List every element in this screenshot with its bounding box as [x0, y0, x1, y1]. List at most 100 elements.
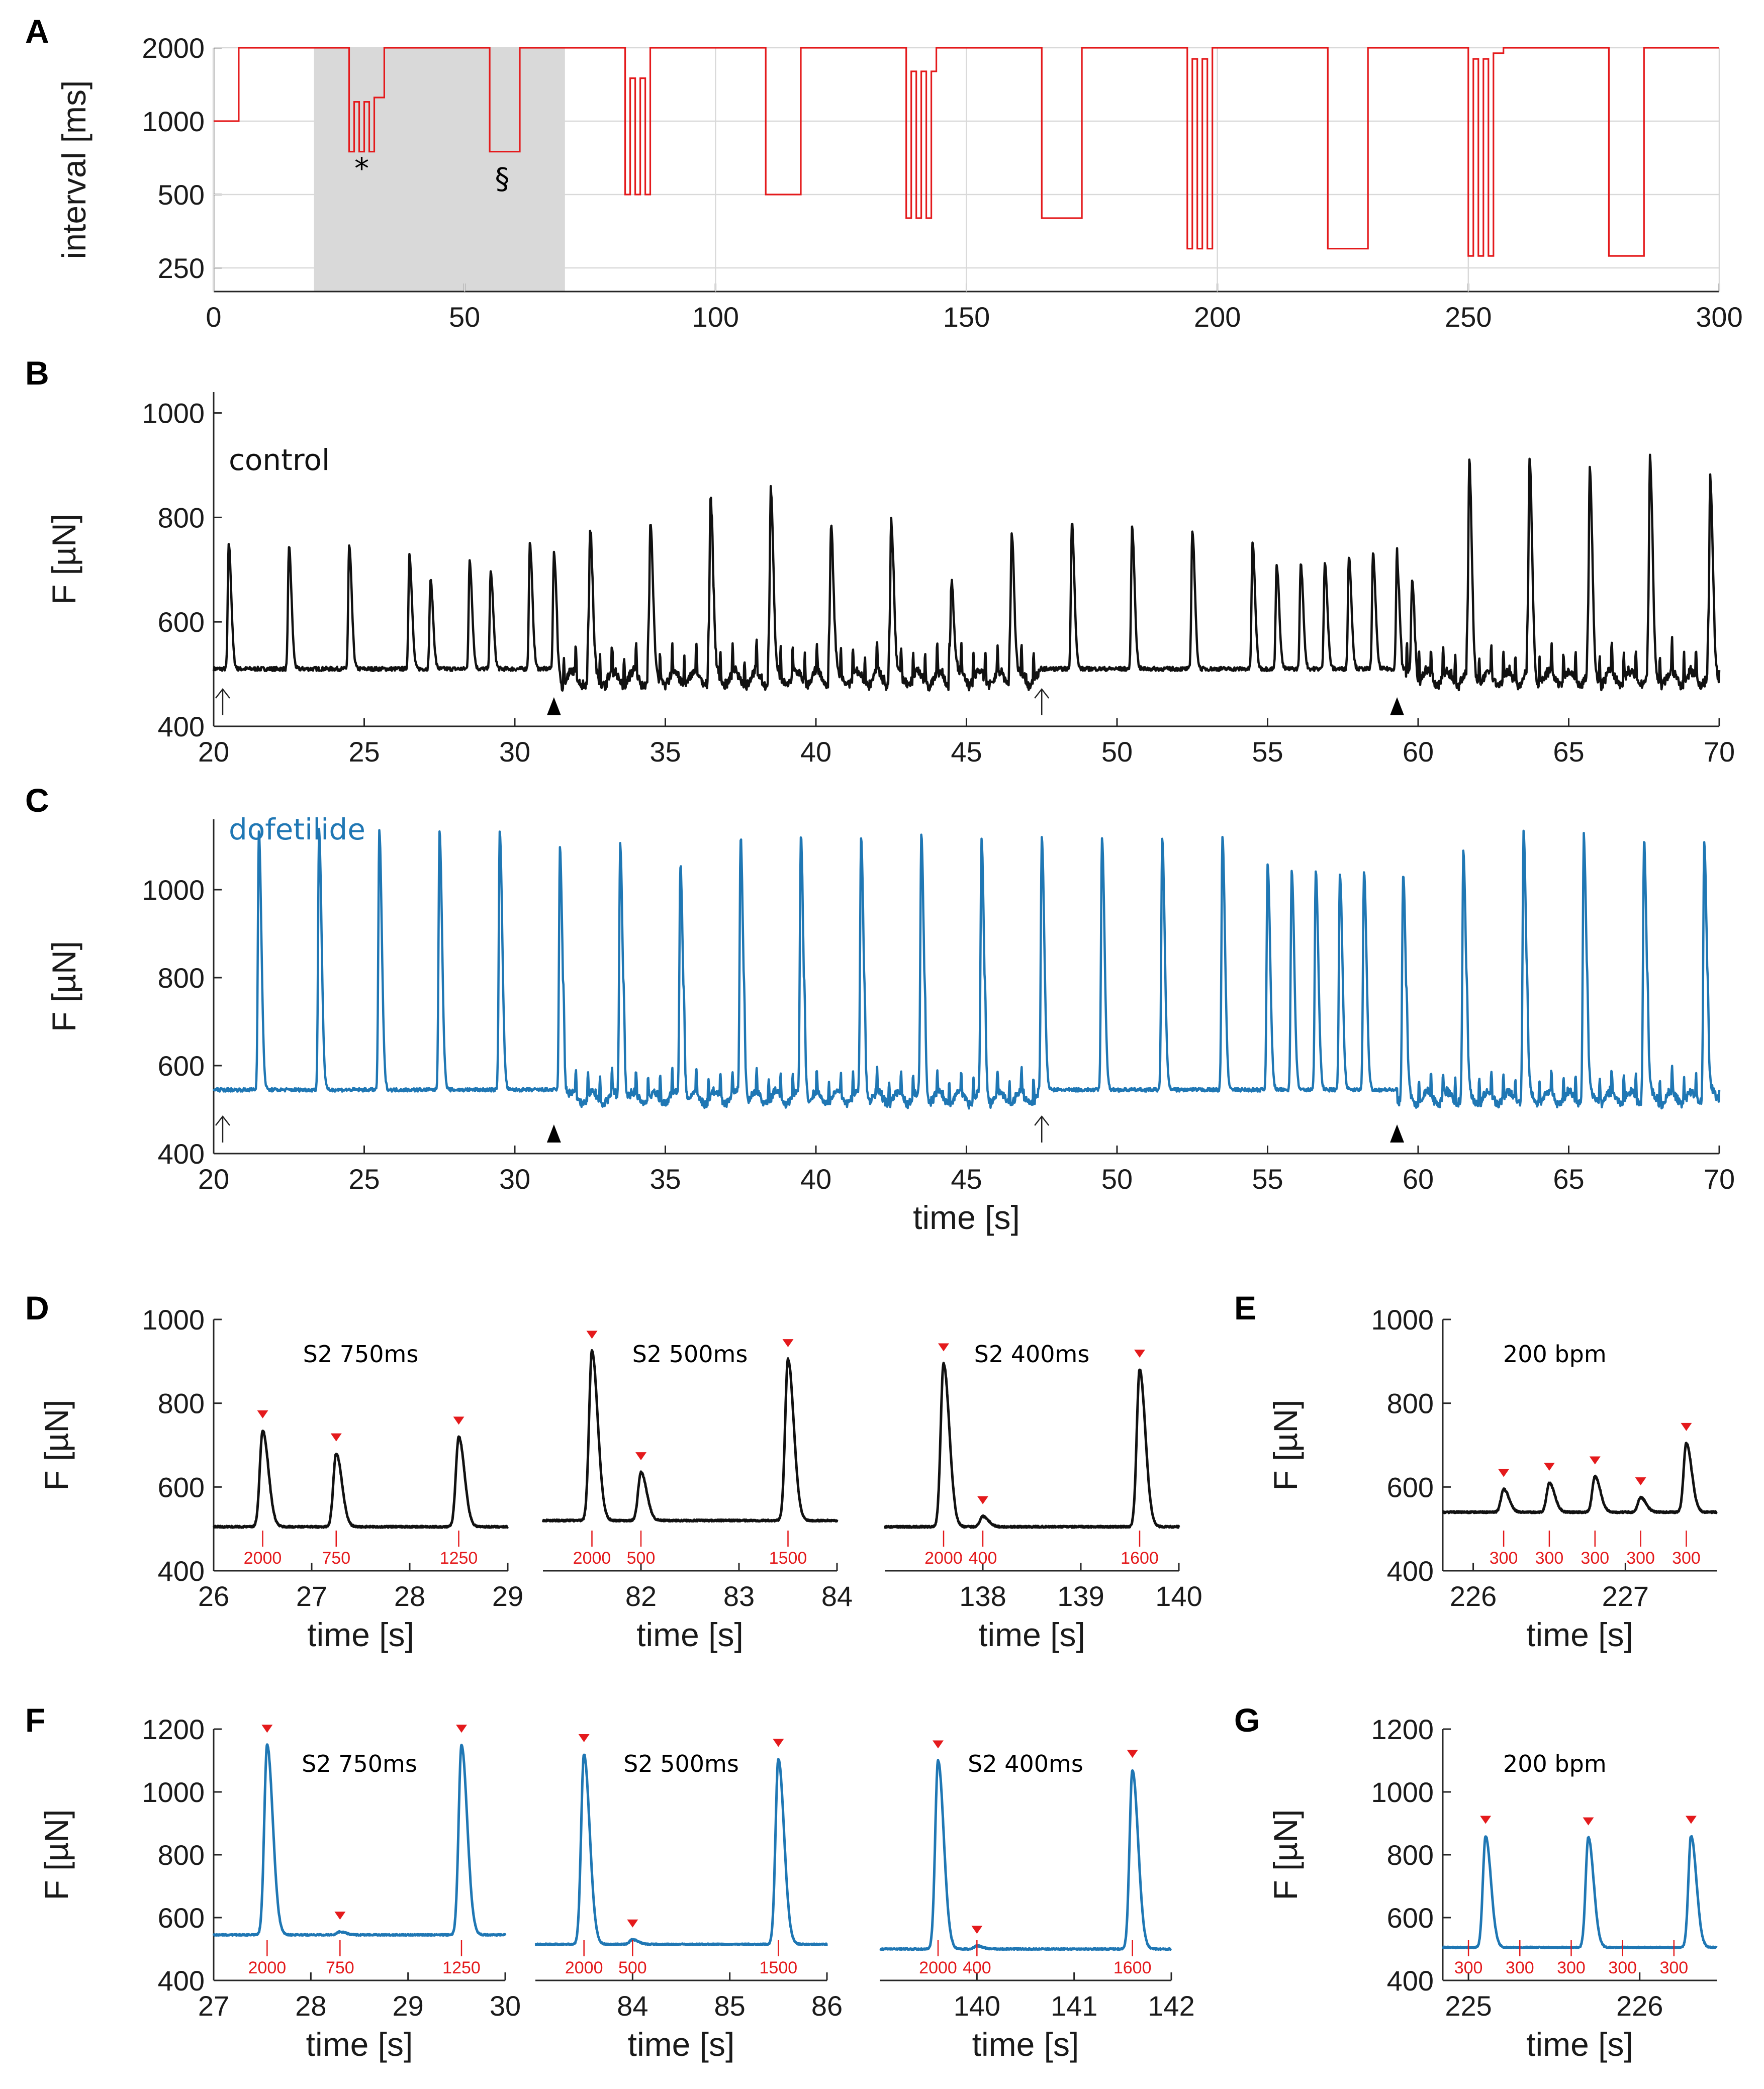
x-axis-label: time [s] — [307, 1616, 414, 1653]
stim-interval-label: 2000 — [573, 1549, 611, 1568]
x-tick-label: 30 — [490, 1990, 521, 2022]
peak-marker — [453, 1416, 465, 1425]
x-tick-label: 50 — [1101, 1163, 1133, 1195]
force-trace — [212, 827, 1721, 1110]
peak-marker — [627, 1919, 638, 1928]
interval-step-line — [214, 47, 1719, 257]
y-tick-label: 1000 — [142, 874, 205, 906]
x-tick-label: 142 — [1148, 1990, 1194, 2022]
panel-title: S2 400ms — [974, 1341, 1090, 1368]
y-tick-label: 1000 — [142, 1304, 205, 1336]
force-trace — [879, 1759, 1172, 1951]
panel-label-g: G — [1234, 1701, 1260, 1739]
x-tick-label: 227 — [1602, 1580, 1649, 1612]
force-trace — [212, 1743, 507, 1937]
x-tick-label: 300 — [1696, 301, 1742, 333]
annotation-marker: § — [495, 162, 510, 196]
x-tick-label: 85 — [714, 1990, 746, 2022]
peak-marker — [330, 1433, 342, 1442]
peak-marker — [635, 1452, 646, 1461]
y-tick-label: 400 — [1387, 1965, 1434, 1997]
force-trace — [1442, 1835, 1718, 1950]
x-tick-label: 226 — [1616, 1990, 1663, 2022]
y-tick-label: 800 — [158, 962, 205, 994]
triangle-marker — [546, 1124, 561, 1143]
y-axis-label: F [µN] — [38, 1399, 75, 1490]
stim-interval-label: 1250 — [440, 1549, 478, 1568]
y-tick-label: 500 — [158, 179, 205, 211]
x-axis-label: time [s] — [636, 1616, 744, 1653]
peak-marker — [1583, 1817, 1594, 1826]
peak-marker — [1127, 1750, 1138, 1758]
stim-interval-label: 300 — [1581, 1549, 1609, 1568]
panel-title: 200 bpm — [1503, 1750, 1607, 1777]
axes-F1: 27 28 29 30 400 600 800 1000 1200 F [µN] time [s] — [38, 1714, 521, 2063]
x-tick-label: 140 — [954, 1990, 1000, 2022]
y-axis-label: F [µN] — [45, 514, 82, 605]
x-tick-label: 82 — [625, 1580, 657, 1612]
stim-interval-label: 500 — [627, 1549, 656, 1568]
stim-interval-label: 400 — [963, 1958, 991, 1977]
x-tick-label: 65 — [1553, 1163, 1584, 1195]
y-tick-label: 1000 — [142, 106, 205, 137]
stim-interval-label: 400 — [969, 1549, 997, 1568]
y-tick-label: 1000 — [142, 1776, 205, 1808]
force-trace — [883, 1362, 1180, 1529]
x-tick-label: 84 — [617, 1990, 648, 2022]
x-tick-label: 27 — [198, 1990, 229, 2022]
stim-interval-label: 300 — [1608, 1958, 1637, 1977]
peak-marker — [782, 1339, 794, 1348]
y-tick-label: 400 — [158, 1138, 205, 1170]
y-tick-label: 800 — [158, 502, 205, 533]
stim-interval-label: 300 — [1454, 1958, 1483, 1977]
stim-interval-label: 2000 — [924, 1549, 963, 1568]
y-tick-label: 800 — [1387, 1839, 1434, 1871]
x-tick-label: 65 — [1553, 736, 1584, 768]
peak-marker — [938, 1343, 949, 1352]
force-trace — [212, 453, 1721, 692]
x-tick-label: 45 — [951, 1163, 982, 1195]
y-tick-label: 600 — [158, 606, 205, 638]
x-tick-label: 141 — [1051, 1990, 1097, 2022]
trace-label: dofetilide — [229, 812, 365, 846]
x-tick-label: 200 — [1194, 301, 1241, 333]
axes-E: 226 227 400 600 800 1000 F [µN] time [s] — [1267, 1304, 1717, 1653]
stim-interval-label: 2000 — [248, 1958, 287, 1977]
peak-marker — [1498, 1469, 1510, 1477]
panel-label-b: B — [25, 354, 49, 392]
stim-interval-label: 300 — [1626, 1549, 1655, 1568]
panel-title: S2 400ms — [968, 1750, 1083, 1777]
y-tick-label: 400 — [1387, 1555, 1434, 1587]
x-axis-label: time [s] — [978, 1616, 1085, 1653]
y-tick-label: 800 — [158, 1388, 205, 1419]
force-trace — [1442, 1442, 1718, 1514]
stim-interval-label: 2000 — [565, 1958, 603, 1977]
triangle-marker — [1390, 697, 1405, 715]
y-axis-label: F [µN] — [38, 1809, 75, 1900]
stim-interval-label: 2000 — [244, 1549, 282, 1568]
axes-D3: 138 139 140 time [s] — [885, 1563, 1202, 1653]
stim-interval-label: 1600 — [1121, 1549, 1159, 1568]
x-tick-label: 139 — [1057, 1580, 1104, 1612]
panel-label-a: A — [25, 13, 49, 50]
x-tick-label: 29 — [492, 1580, 523, 1612]
stim-interval-label: 300 — [1535, 1549, 1564, 1568]
y-tick-label: 600 — [158, 1902, 205, 1934]
axes-B: 20 25 30 35 40 45 50 55 60 65 70 400 600 800 1000 F [µN… — [45, 392, 1735, 768]
x-tick-label: 28 — [394, 1580, 425, 1612]
peak-marker — [977, 1496, 988, 1504]
x-tick-label: 70 — [1704, 1163, 1735, 1195]
y-tick-label: 400 — [158, 711, 205, 742]
stim-interval-label: 1250 — [442, 1958, 481, 1977]
stim-interval-label: 500 — [618, 1958, 647, 1977]
x-tick-label: 100 — [692, 301, 739, 333]
force-trace — [541, 1349, 839, 1523]
y-tick-label: 1000 — [1371, 1304, 1434, 1336]
shaded-region — [314, 48, 565, 292]
peak-marker — [578, 1734, 590, 1742]
peak-marker — [261, 1725, 273, 1733]
panel-label-e: E — [1234, 1289, 1256, 1326]
stim-interval-label: 2000 — [919, 1958, 957, 1977]
x-tick-label: 55 — [1252, 1163, 1283, 1195]
axes-F2: 84 85 86 time [s] — [535, 1972, 843, 2063]
